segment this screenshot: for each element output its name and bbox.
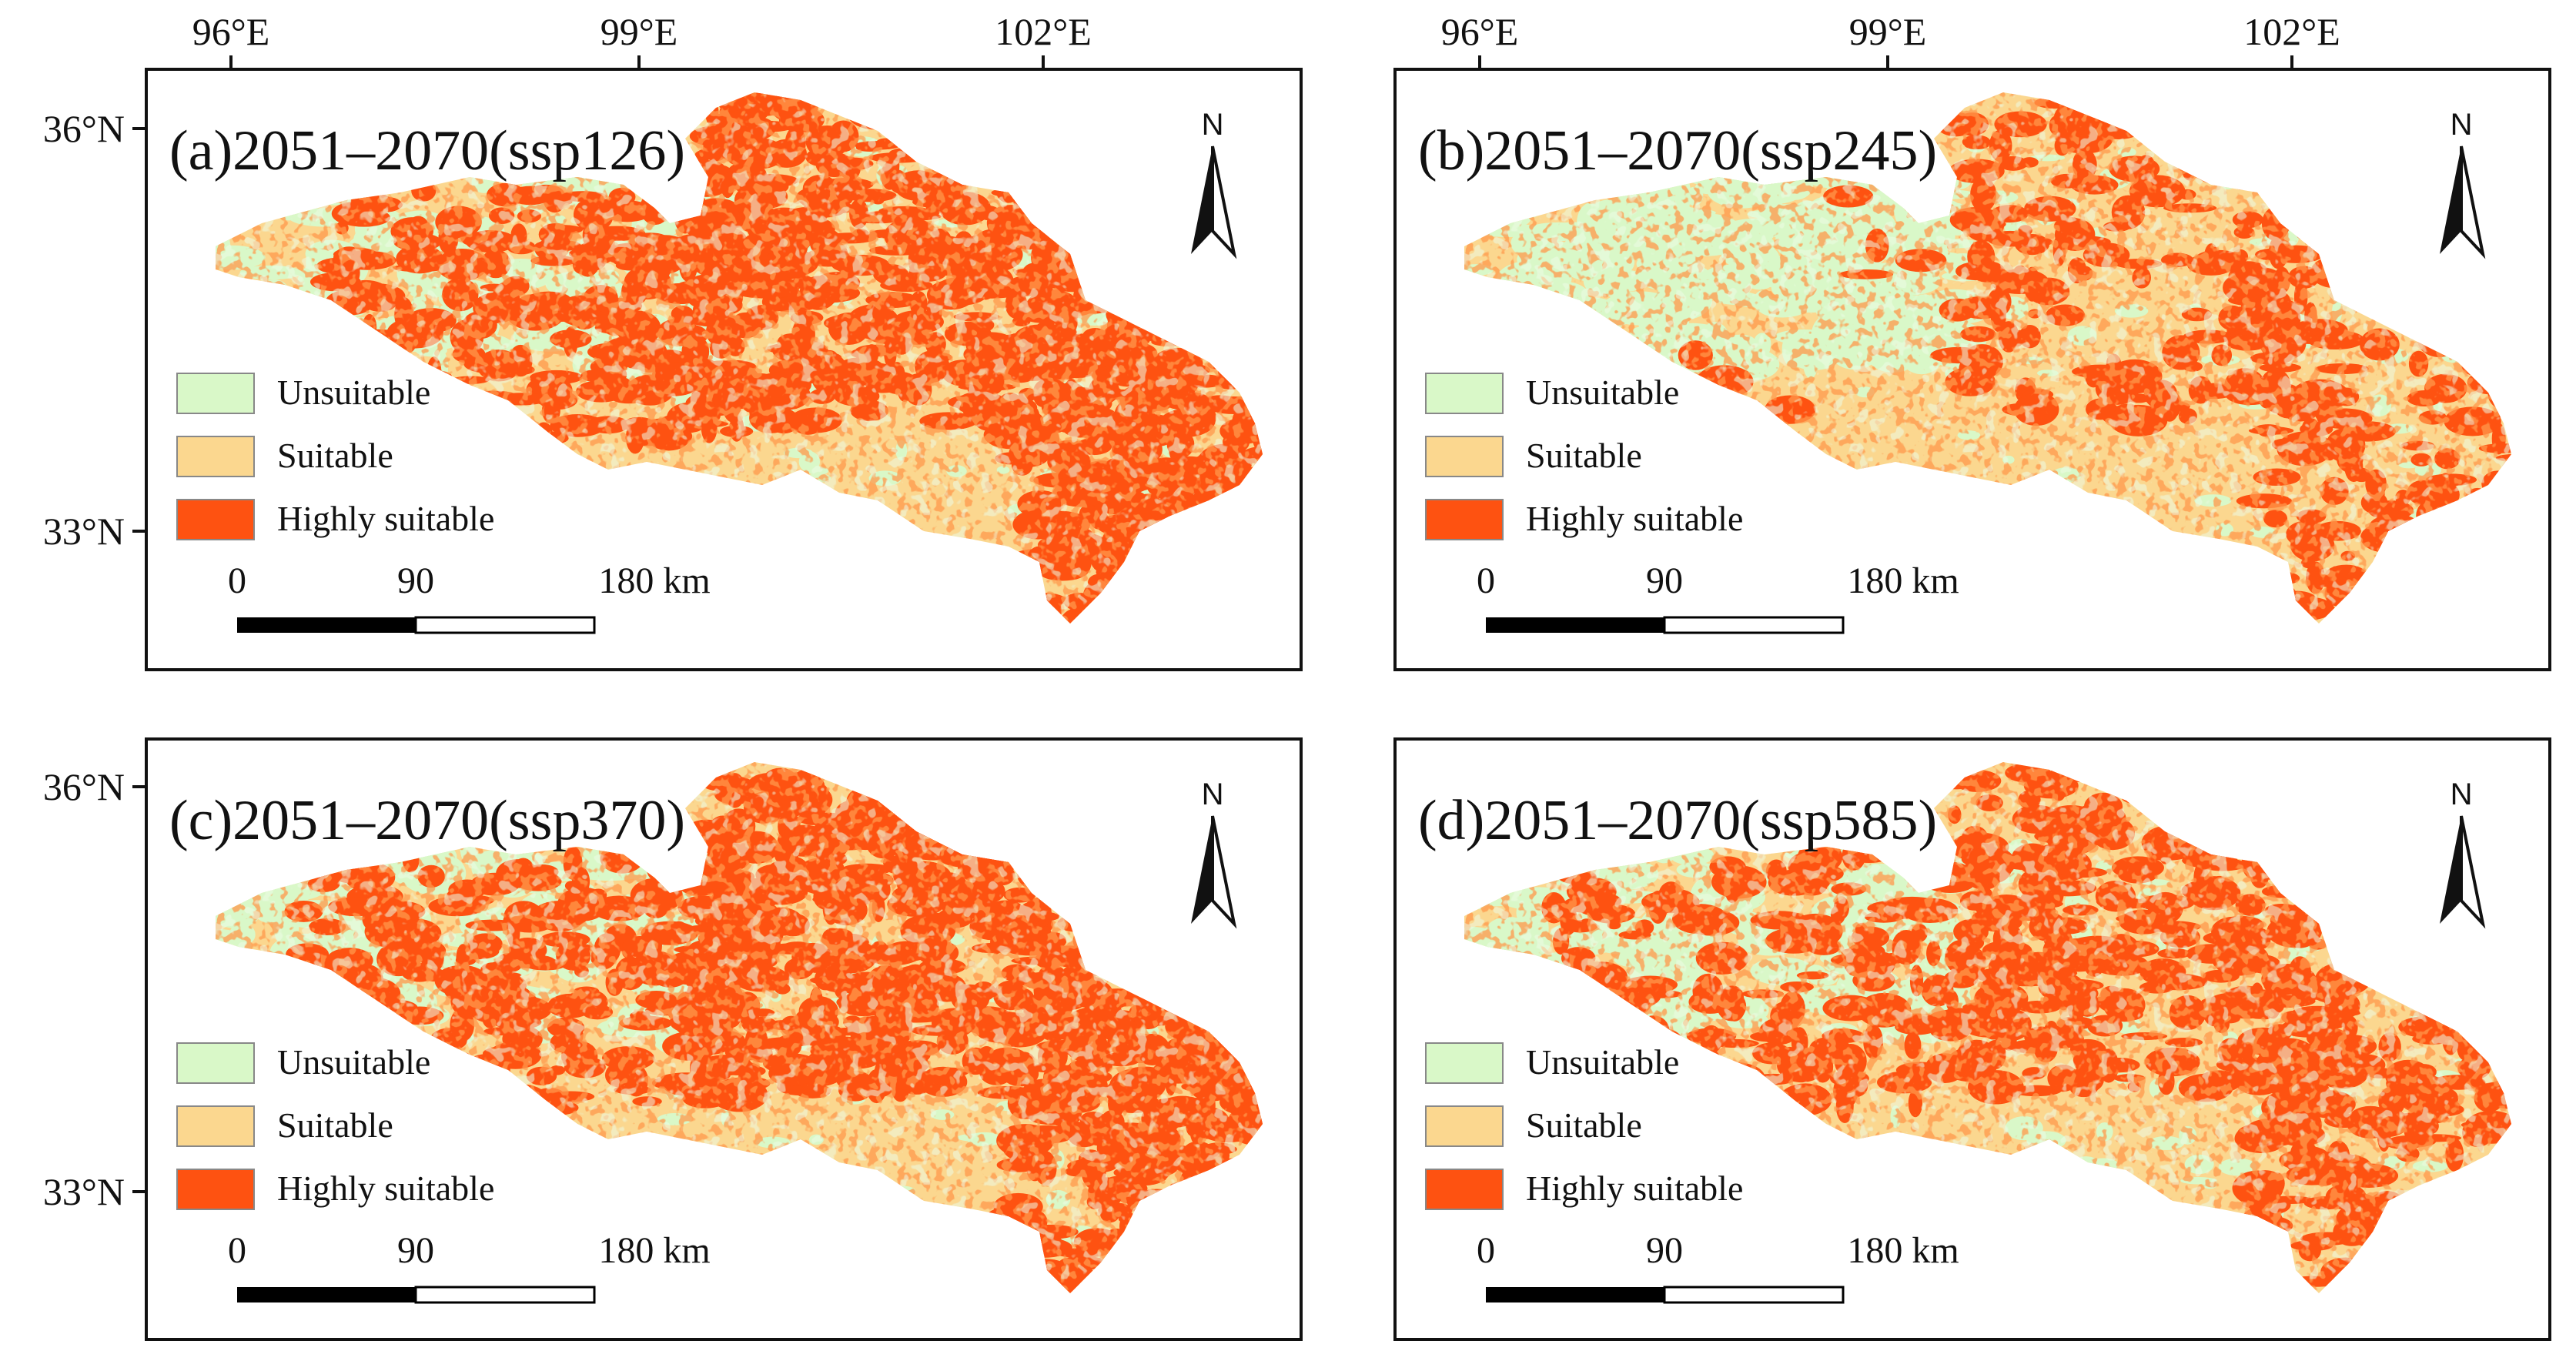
north-arrow: N	[2438, 777, 2484, 925]
legend-swatch	[1425, 436, 1504, 477]
map-panel-a: (a)2051–2070(ssp126) N Unsuitable Suitable H…	[145, 68, 1303, 671]
north-arrow: N	[2438, 108, 2484, 256]
longitude-axis-top: 96°E 99°E 102°E 96°E 99°E 102°E	[192, 10, 2340, 69]
scale-bar-label: 90	[397, 560, 434, 601]
legend: Unsuitable Suitable Highly suitable	[176, 373, 494, 540]
legend: Unsuitable Suitable Highly suitable	[176, 1042, 494, 1210]
legend-swatch	[1425, 1105, 1504, 1147]
scale-bar-label: 0	[228, 1230, 246, 1271]
north-arrow: N	[1189, 108, 1236, 256]
legend-label: Suitable	[1526, 436, 1642, 475]
legend-label: Highly suitable	[277, 499, 494, 538]
scale-bar-label: 180 km	[598, 1230, 710, 1271]
scale-bar: 0 90 180 km	[228, 560, 711, 634]
scale-bar: 0 90 180 km	[1477, 1230, 1959, 1304]
legend-swatch	[176, 373, 255, 414]
scale-bar-black	[237, 1287, 416, 1302]
lon-label-99-b: 99°E	[1849, 10, 1927, 53]
lon-label-96-b: 96°E	[1441, 10, 1519, 53]
legend-label: Unsuitable	[1526, 373, 1679, 412]
lon-label-102: 102°E	[995, 10, 1092, 53]
legend-swatch	[176, 1169, 255, 1210]
legend-label: Unsuitable	[1526, 1042, 1679, 1082]
scale-bar: 0 90 180 km	[228, 1230, 711, 1304]
lon-label-102-b: 102°E	[2243, 10, 2340, 53]
scale-bar-label: 0	[228, 560, 246, 601]
north-label: N	[2451, 108, 2473, 142]
legend-swatch	[1425, 499, 1504, 540]
lat-label-36-bottom: 36°N	[43, 765, 125, 808]
legend-swatch	[176, 1105, 255, 1147]
lat-label-36-top: 36°N	[43, 107, 125, 150]
scale-bar: 0 90 180 km	[1477, 560, 1959, 634]
scale-bar-label: 90	[1646, 1230, 1683, 1271]
scale-bar-label: 90	[397, 1230, 434, 1271]
scale-bar-white	[414, 616, 596, 634]
legend-swatch	[1425, 1042, 1504, 1084]
map-panel-c: (c)2051–2070(ssp370) N Unsuitable Suitable H…	[145, 737, 1303, 1341]
north-label: N	[1202, 777, 1224, 811]
north-arrow: N	[1189, 777, 1236, 925]
scale-bar-white	[414, 1286, 596, 1304]
panel-title: (a)2051–2070(ssp126)	[169, 119, 685, 182]
legend-swatch	[176, 1042, 255, 1084]
legend-label: Suitable	[277, 436, 393, 475]
north-label: N	[1202, 108, 1224, 142]
scale-bar-label: 90	[1646, 560, 1683, 601]
lat-label-33-top: 33°N	[43, 510, 125, 553]
legend-label: Unsuitable	[277, 1042, 430, 1082]
legend-label: Suitable	[277, 1105, 393, 1145]
legend-label: Unsuitable	[277, 373, 430, 412]
legend-swatch	[176, 499, 255, 540]
panel-title: (d)2051–2070(ssp585)	[1418, 789, 1937, 852]
scale-bar-white	[1663, 616, 1845, 634]
scale-bar-label: 0	[1477, 560, 1495, 601]
scale-bar-label: 180 km	[1847, 560, 1959, 601]
map-panel-d: (d)2051–2070(ssp585) N Unsuitable Suitable H…	[1393, 737, 2551, 1341]
legend-swatch	[1425, 1169, 1504, 1210]
legend-label: Highly suitable	[277, 1169, 494, 1208]
scale-bar-black	[1486, 617, 1664, 633]
legend: Unsuitable Suitable Highly suitable	[1425, 373, 1743, 540]
legend: Unsuitable Suitable Highly suitable	[1425, 1042, 1743, 1210]
legend-swatch	[176, 436, 255, 477]
lon-label-99: 99°E	[601, 10, 678, 53]
scale-bar-label: 0	[1477, 1230, 1495, 1271]
latitude-axis-left: 36°N 33°N 36°N 33°N	[43, 107, 146, 1213]
scale-bar-label: 180 km	[1847, 1230, 1959, 1271]
lat-label-33-bottom: 33°N	[43, 1170, 125, 1213]
panel-title: (c)2051–2070(ssp370)	[169, 789, 685, 852]
scale-bar-label: 180 km	[598, 560, 710, 601]
scale-bar-black	[237, 617, 416, 633]
scale-bar-white	[1663, 1286, 1845, 1304]
legend-label: Suitable	[1526, 1105, 1642, 1145]
legend-label: Highly suitable	[1526, 499, 1743, 538]
north-label: N	[2451, 777, 2473, 811]
lon-label-96: 96°E	[192, 10, 270, 53]
panel-title: (b)2051–2070(ssp245)	[1418, 119, 1937, 182]
legend-label: Highly suitable	[1526, 1169, 1743, 1208]
map-panel-b: (b)2051–2070(ssp245) N Unsuitable Suitable H…	[1393, 68, 2551, 671]
legend-swatch	[1425, 373, 1504, 414]
scale-bar-black	[1486, 1287, 1664, 1302]
